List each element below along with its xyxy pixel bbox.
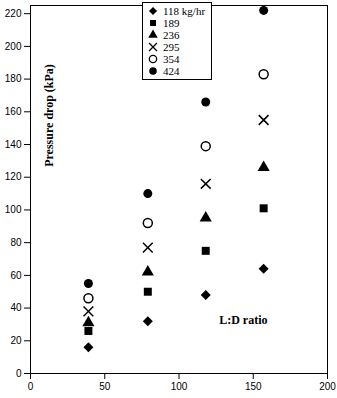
svg-text:L:D ratio: L:D ratio [219,313,267,327]
html-text:189: 189 [163,17,180,29]
html-text:354: 354 [163,53,180,65]
svg-text:60: 60 [10,270,22,281]
svg-text:80: 80 [10,237,22,248]
svg-text:140: 140 [5,139,22,150]
svg-text:100: 100 [171,381,188,392]
html-text:295: 295 [163,41,180,53]
svg-text:20: 20 [10,335,22,346]
html-text:118 kg/hr: 118 kg/hr [163,5,206,17]
svg-text:Pressure drop (kPa): Pressure drop (kPa) [42,64,56,167]
svg-text:200: 200 [319,381,336,392]
svg-text:0: 0 [16,368,22,379]
html-text:236: 236 [163,29,180,41]
html-text:424: 424 [163,65,180,77]
svg-text:0: 0 [28,381,34,392]
svg-text:50: 50 [99,381,111,392]
svg-text:150: 150 [245,381,262,392]
svg-text:200: 200 [5,41,22,52]
svg-text:180: 180 [5,73,22,84]
svg-text:120: 120 [5,171,22,182]
svg-text:220: 220 [5,8,22,19]
svg-text:100: 100 [5,204,22,215]
svg-text:40: 40 [10,302,22,313]
svg-text:160: 160 [5,106,22,117]
